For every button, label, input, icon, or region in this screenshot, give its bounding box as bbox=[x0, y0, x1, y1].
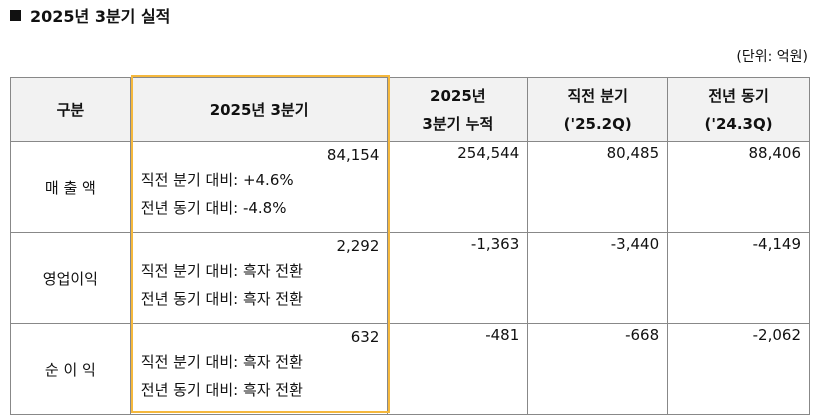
value-cell: -481 bbox=[387, 323, 529, 415]
current-value: 84,154 bbox=[326, 146, 380, 164]
header-row: 구분 2025년 3분기 2025년 3분기 누적 직전 분기 ('25.2Q) 전년 동기… bbox=[10, 77, 810, 142]
comparison-note: 전년 동기 대비: 흑자 전환 bbox=[140, 290, 303, 308]
value-cell: -4,149 bbox=[667, 232, 810, 324]
comparison-note: 전년 동기 대비: -4.8% bbox=[140, 199, 287, 217]
table-row: 매 출 액 84,154 직전 분기 대비: +4.6% 전년 동기 대비: -4.8… bbox=[10, 141, 810, 233]
row-label: 영업이익 bbox=[10, 232, 131, 324]
current-value: 632 bbox=[350, 328, 380, 346]
comparison-note: 직전 분기 대비: 흑자 전환 bbox=[140, 262, 303, 280]
header-cell: 직전 분기 ('25.2Q) bbox=[527, 77, 669, 142]
value-cell: -2,062 bbox=[667, 323, 810, 415]
title-text: 2025년 3분기 실적 bbox=[30, 7, 171, 26]
header-line: 3분기 누적 bbox=[422, 114, 494, 133]
row-label: 순 이 익 bbox=[10, 323, 131, 415]
header-line: ('25.2Q) bbox=[563, 114, 632, 133]
value-cell: -3,440 bbox=[527, 232, 669, 324]
header-line: 구분 bbox=[56, 100, 85, 119]
unit: (단위: 억원) bbox=[736, 49, 808, 65]
header-line: 전년 동기 bbox=[708, 86, 769, 105]
row-label: 매 출 액 bbox=[10, 141, 131, 233]
current-cell: 84,154 직전 분기 대비: +4.6% 전년 동기 대비: -4.8% bbox=[129, 141, 389, 233]
header-cell: 2025년 3분기 bbox=[129, 77, 389, 142]
header-cell: 2025년 3분기 누적 bbox=[387, 77, 529, 142]
header-line: ('24.3Q) bbox=[704, 114, 773, 133]
header-line: 직전 분기 bbox=[567, 86, 628, 105]
header-line: 2025년 bbox=[430, 86, 486, 105]
table: 구분 2025년 3분기 2025년 3분기 누적 직전 분기 ('25.2Q) 전년 동기… bbox=[10, 77, 810, 415]
value-cell: -1,363 bbox=[387, 232, 529, 324]
current-value: 2,292 bbox=[336, 237, 380, 255]
title: 2025년 3분기 실적 bbox=[10, 3, 170, 27]
value-cell: 88,406 bbox=[667, 141, 810, 233]
value-cell: 80,485 bbox=[527, 141, 669, 233]
value-cell: -668 bbox=[527, 323, 669, 415]
header-cell: 전년 동기 ('24.3Q) bbox=[667, 77, 810, 142]
header-line: 2025년 3분기 bbox=[209, 100, 309, 119]
bullet bbox=[10, 9, 21, 21]
header-cell: 구분 bbox=[10, 77, 131, 142]
comparison-note: 전년 동기 대비: 흑자 전환 bbox=[140, 381, 303, 399]
comparison-note: 직전 분기 대비: +4.6% bbox=[140, 171, 294, 189]
value-cell: 254,544 bbox=[387, 141, 529, 233]
comparison-note: 직전 분기 대비: 흑자 전환 bbox=[140, 353, 303, 371]
table-body: 매 출 액 84,154 직전 분기 대비: +4.6% 전년 동기 대비: -4.8… bbox=[10, 141, 810, 415]
